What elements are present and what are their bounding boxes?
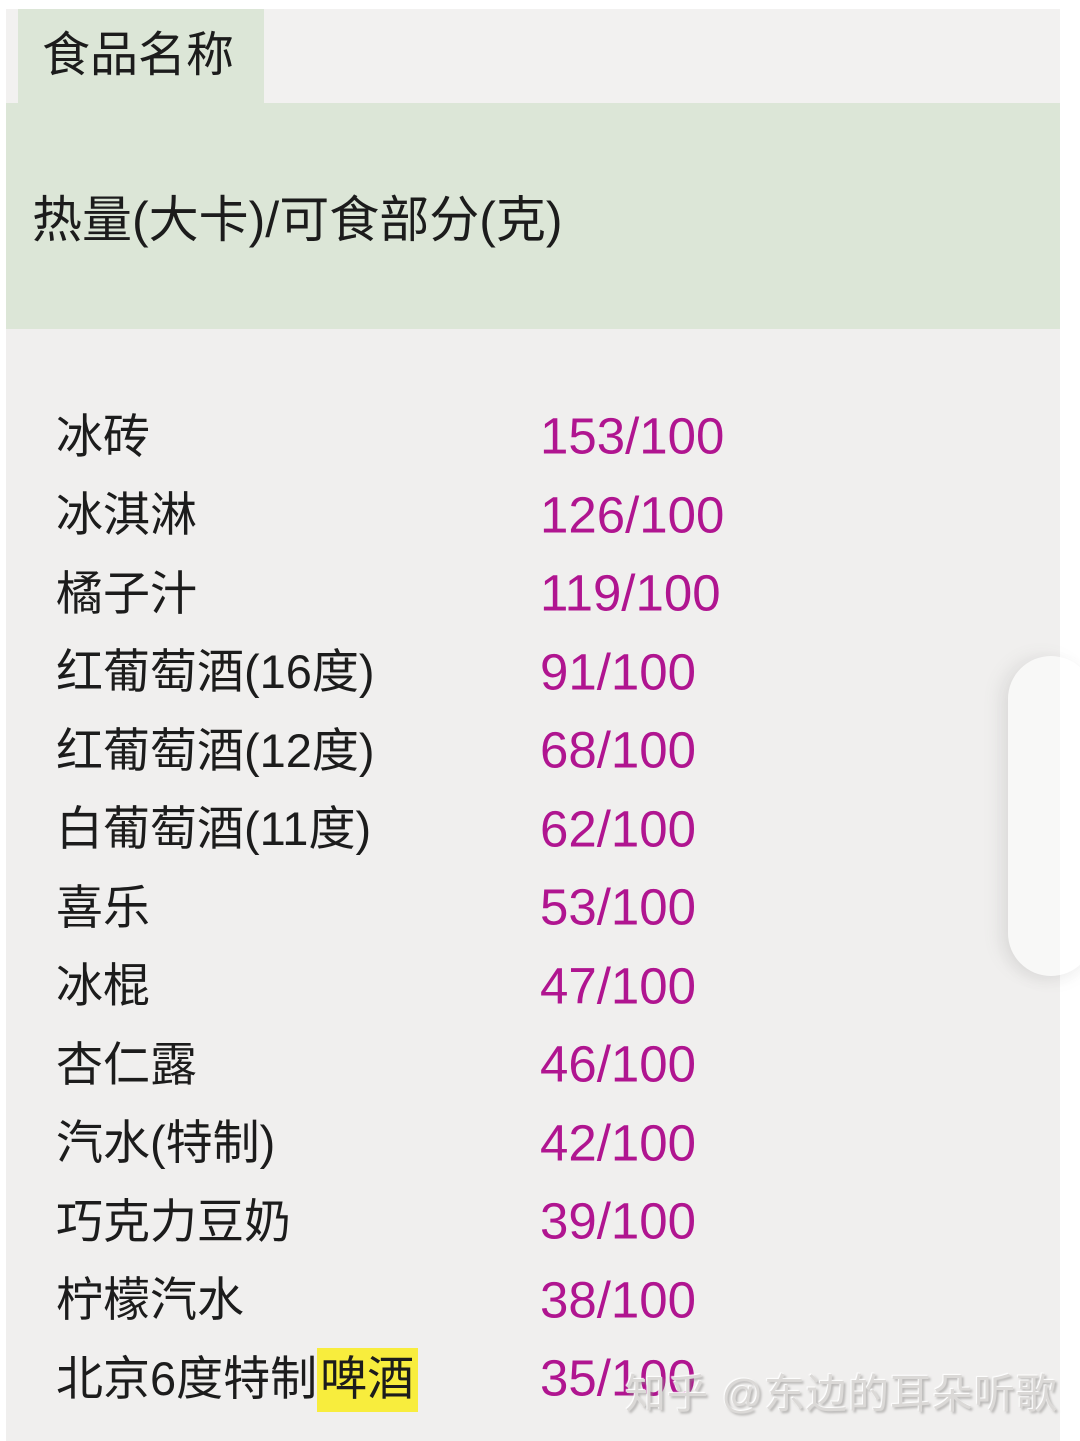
table-row: 白葡萄酒(11度) 62/100 [6, 790, 1060, 869]
scrollbar-thumb[interactable] [1008, 656, 1080, 976]
table-row: 冰砖 153/100 [6, 397, 1060, 476]
calorie-value: 46/100 [540, 1035, 696, 1093]
calorie-value: 153/100 [540, 407, 725, 465]
food-name: 白葡萄酒(11度) [56, 802, 372, 856]
calorie-value: 35/100 [540, 1349, 696, 1407]
calorie-value: 62/100 [540, 800, 696, 858]
table-row: 北京6度特制啤酒 35/100 [6, 1339, 1060, 1418]
food-name: 冰砖 [56, 409, 150, 463]
table-row: 杏仁露 46/100 [6, 1025, 1060, 1104]
food-name: 柠檬汽水 [56, 1273, 244, 1327]
calorie-value: 119/100 [540, 564, 721, 622]
table-row: 橘子汁 119/100 [6, 554, 1060, 633]
food-name: 喜乐 [56, 880, 150, 934]
calorie-value: 47/100 [540, 957, 696, 1015]
highlighted-keyword: 啤酒 [317, 1347, 419, 1412]
table-row: 柠檬汽水 38/100 [6, 1261, 1060, 1340]
table-row: 红葡萄酒(12度) 68/100 [6, 711, 1060, 790]
calorie-value: 91/100 [540, 643, 696, 701]
food-name: 汽水(特制) [56, 1116, 276, 1170]
calorie-value: 126/100 [540, 486, 725, 544]
table-row: 冰棍 47/100 [6, 947, 1060, 1026]
calorie-value: 68/100 [540, 721, 696, 779]
table-row: 汽水(特制) 42/100 [6, 1104, 1060, 1183]
column-header-food-name: 食品名称 [18, 9, 264, 103]
calorie-value: 38/100 [540, 1271, 696, 1329]
calorie-value: 53/100 [540, 878, 696, 936]
table-row: 红葡萄酒(16度) 91/100 [6, 633, 1060, 712]
calorie-value: 39/100 [540, 1192, 696, 1250]
table-row: 冰淇淋 126/100 [6, 476, 1060, 555]
food-name: 北京6度特制啤酒 [56, 1347, 419, 1412]
table-row: 巧克力豆奶 39/100 [6, 1182, 1060, 1261]
food-table: 冰砖 153/100 冰淇淋 126/100 橘子汁 119/100 红葡萄酒(16度) 91… [6, 329, 1060, 1441]
food-name: 红葡萄酒(12度) [56, 723, 375, 777]
food-name: 巧克力豆奶 [56, 1194, 291, 1248]
food-name: 杏仁露 [56, 1037, 197, 1091]
table-row: 喜乐 53/100 [6, 868, 1060, 947]
column-header-calories: 热量(大卡)/可食部分(克) [6, 103, 1060, 329]
food-name: 红葡萄酒(16度) [56, 645, 375, 699]
calorie-value: 42/100 [540, 1114, 696, 1172]
watermark: 知乎 @东边的耳朵听歌 [624, 1371, 1058, 1417]
food-name: 冰棍 [56, 959, 150, 1013]
food-name: 橘子汁 [56, 566, 197, 620]
food-name: 冰淇淋 [56, 488, 197, 542]
